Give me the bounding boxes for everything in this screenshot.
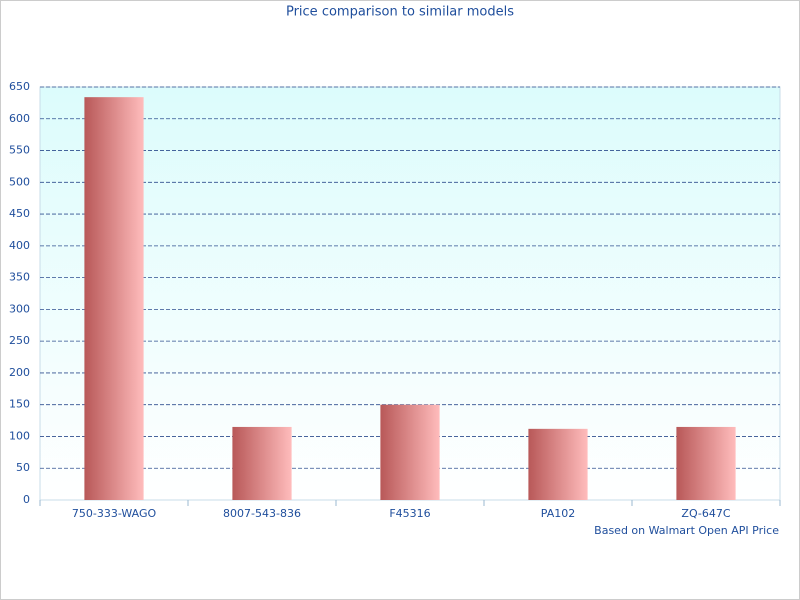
y-tick-label: 100 bbox=[9, 429, 30, 442]
bar bbox=[232, 426, 292, 500]
bar bbox=[380, 404, 440, 500]
x-tick-label: 8007-543-836 bbox=[223, 507, 301, 520]
x-tick-label: PA102 bbox=[541, 507, 575, 520]
y-tick-label: 450 bbox=[9, 207, 30, 220]
y-tick-label: 150 bbox=[9, 398, 30, 411]
annotation: Based on Walmart Open API Price bbox=[594, 524, 779, 537]
bar bbox=[84, 97, 144, 501]
bar bbox=[528, 428, 588, 500]
y-tick-label: 250 bbox=[9, 334, 30, 347]
x-tick-label: 750-333-WAGO bbox=[72, 507, 157, 520]
chart-title: Price comparison to similar models bbox=[286, 5, 514, 20]
y-tick-label: 0 bbox=[23, 493, 30, 506]
bar bbox=[676, 426, 736, 500]
y-tick-label: 500 bbox=[9, 175, 30, 188]
y-tick-label: 200 bbox=[9, 366, 30, 379]
y-tick-label: 300 bbox=[9, 302, 30, 315]
y-tick-label: 350 bbox=[9, 271, 30, 284]
y-tick-label: 550 bbox=[9, 144, 30, 157]
y-tick-label: 400 bbox=[9, 239, 30, 252]
y-tick-label: 650 bbox=[9, 80, 30, 93]
y-tick-label: 50 bbox=[16, 461, 30, 474]
x-tick-label: ZQ-647C bbox=[681, 507, 730, 520]
x-tick-label: F45316 bbox=[389, 507, 430, 520]
y-tick-label: 600 bbox=[9, 112, 30, 125]
